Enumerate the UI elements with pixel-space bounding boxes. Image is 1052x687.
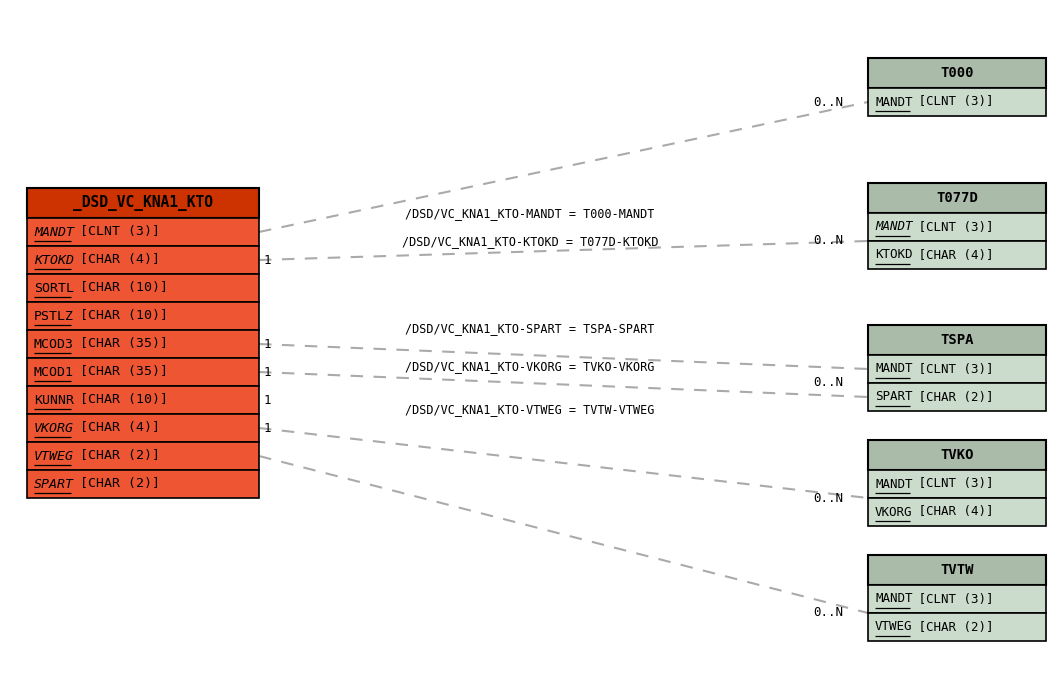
- Text: KUNNR: KUNNR: [34, 394, 74, 407]
- Text: MCOD3: MCOD3: [34, 337, 74, 350]
- Text: 1: 1: [264, 394, 271, 407]
- Text: /DSD/VC_KNA1_KTO-VKORG = TVKO-VKORG: /DSD/VC_KNA1_KTO-VKORG = TVKO-VKORG: [405, 361, 654, 374]
- Bar: [868, 470, 1046, 498]
- Text: [CLNT (3)]: [CLNT (3)]: [911, 221, 993, 234]
- Bar: [868, 325, 1046, 355]
- Text: [CHAR (2)]: [CHAR (2)]: [72, 449, 160, 462]
- Text: [CHAR (35)]: [CHAR (35)]: [72, 365, 167, 379]
- Bar: [868, 213, 1046, 241]
- Text: MANDT: MANDT: [875, 363, 912, 376]
- Text: SORTL: SORTL: [34, 282, 74, 295]
- Text: 1: 1: [264, 337, 271, 350]
- Text: KTOKD: KTOKD: [34, 254, 74, 267]
- Text: 0..N: 0..N: [813, 376, 843, 390]
- Text: TVKO: TVKO: [940, 448, 974, 462]
- Text: 1: 1: [264, 422, 271, 434]
- Text: 0..N: 0..N: [813, 491, 843, 504]
- Bar: [868, 88, 1046, 116]
- Text: [CLNT (3)]: [CLNT (3)]: [911, 363, 993, 376]
- Bar: [27, 358, 259, 386]
- Bar: [27, 302, 259, 330]
- Text: 0..N: 0..N: [813, 607, 843, 620]
- Text: TSPA: TSPA: [940, 333, 974, 347]
- Text: MANDT: MANDT: [875, 592, 912, 605]
- Text: [CHAR (4)]: [CHAR (4)]: [72, 422, 160, 434]
- Text: [CHAR (4)]: [CHAR (4)]: [911, 506, 993, 519]
- Text: SPART: SPART: [875, 390, 912, 403]
- Text: VKORG: VKORG: [34, 422, 74, 434]
- Bar: [868, 585, 1046, 613]
- Bar: [868, 355, 1046, 383]
- Bar: [868, 498, 1046, 526]
- Bar: [27, 274, 259, 302]
- Text: 0..N: 0..N: [813, 234, 843, 247]
- Text: [CLNT (3)]: [CLNT (3)]: [72, 225, 160, 238]
- Text: [CHAR (4)]: [CHAR (4)]: [911, 249, 993, 262]
- Bar: [27, 470, 259, 498]
- Text: [CHAR (2)]: [CHAR (2)]: [911, 620, 993, 633]
- Bar: [868, 555, 1046, 585]
- Text: [CLNT (3)]: [CLNT (3)]: [911, 592, 993, 605]
- Text: MANDT: MANDT: [34, 225, 74, 238]
- Text: [CHAR (10)]: [CHAR (10)]: [72, 310, 167, 322]
- Bar: [27, 442, 259, 470]
- Text: [CHAR (10)]: [CHAR (10)]: [72, 282, 167, 295]
- Bar: [27, 218, 259, 246]
- Text: /DSD/VC_KNA1_KTO-VTWEG = TVTW-VTWEG: /DSD/VC_KNA1_KTO-VTWEG = TVTW-VTWEG: [405, 403, 654, 416]
- Text: MCOD1: MCOD1: [34, 365, 74, 379]
- Text: [CLNT (3)]: [CLNT (3)]: [911, 477, 993, 491]
- Text: T077D: T077D: [936, 191, 978, 205]
- Bar: [868, 613, 1046, 641]
- Text: /DSD/VC_KNA1_KTO-KTOKD = T077D-KTOKD: /DSD/VC_KNA1_KTO-KTOKD = T077D-KTOKD: [402, 236, 659, 249]
- Text: [CHAR (10)]: [CHAR (10)]: [72, 394, 167, 407]
- Text: [CHAR (4)]: [CHAR (4)]: [72, 254, 160, 267]
- Text: [CHAR (2)]: [CHAR (2)]: [911, 390, 993, 403]
- Bar: [868, 440, 1046, 470]
- Text: /DSD/VC_KNA1_KTO-SPART = TSPA-SPART: /DSD/VC_KNA1_KTO-SPART = TSPA-SPART: [405, 322, 654, 335]
- Bar: [27, 330, 259, 358]
- Text: MANDT: MANDT: [875, 221, 912, 234]
- Text: [CHAR (2)]: [CHAR (2)]: [72, 477, 160, 491]
- Text: 1: 1: [264, 365, 271, 379]
- Text: PSTLZ: PSTLZ: [34, 310, 74, 322]
- Bar: [868, 183, 1046, 213]
- Text: VKORG: VKORG: [875, 506, 912, 519]
- Bar: [27, 386, 259, 414]
- Bar: [868, 58, 1046, 88]
- Text: MANDT: MANDT: [875, 95, 912, 109]
- Bar: [868, 241, 1046, 269]
- Bar: [868, 383, 1046, 411]
- Bar: [27, 414, 259, 442]
- Text: SPART: SPART: [34, 477, 74, 491]
- Text: 0..N: 0..N: [813, 95, 843, 109]
- Text: 1: 1: [264, 254, 271, 267]
- Text: VTWEG: VTWEG: [34, 449, 74, 462]
- Text: VTWEG: VTWEG: [875, 620, 912, 633]
- Text: _DSD_VC_KNA1_KTO: _DSD_VC_KNA1_KTO: [73, 195, 213, 211]
- Text: MANDT: MANDT: [875, 477, 912, 491]
- Text: T000: T000: [940, 66, 974, 80]
- Text: TVTW: TVTW: [940, 563, 974, 577]
- Text: [CHAR (35)]: [CHAR (35)]: [72, 337, 167, 350]
- Text: /DSD/VC_KNA1_KTO-MANDT = T000-MANDT: /DSD/VC_KNA1_KTO-MANDT = T000-MANDT: [405, 207, 654, 221]
- Text: [CLNT (3)]: [CLNT (3)]: [911, 95, 993, 109]
- Text: KTOKD: KTOKD: [875, 249, 912, 262]
- Bar: [27, 246, 259, 274]
- Bar: [27, 188, 259, 218]
